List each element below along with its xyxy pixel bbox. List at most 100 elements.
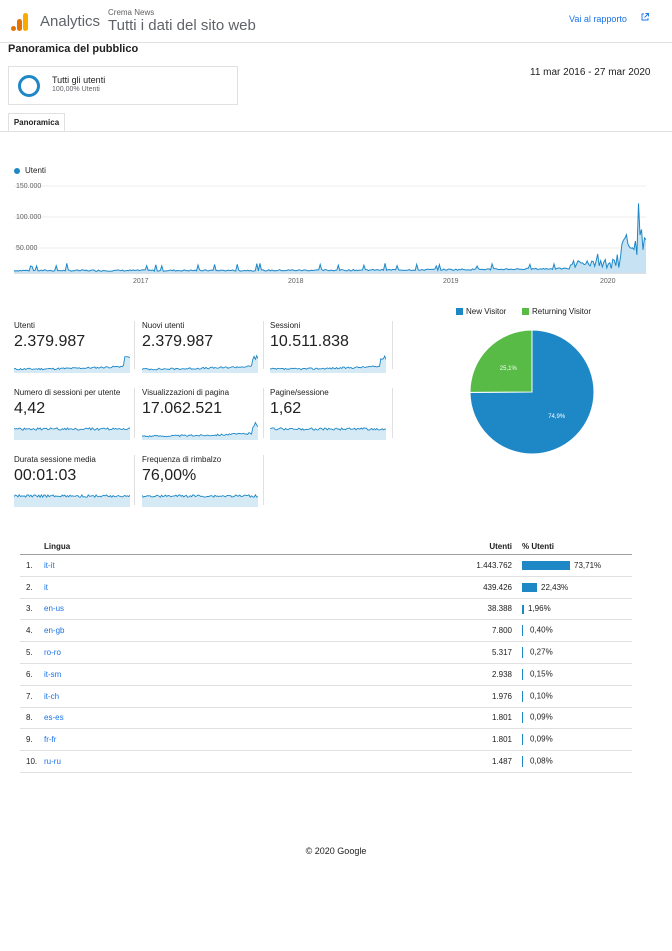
metric-pages-per-session[interactable]: Pagine/sessione 1,62 [270, 388, 388, 440]
metric-sparkline [14, 493, 130, 507]
language-link[interactable]: fr-fr [44, 735, 57, 745]
language-table: Lingua Utenti % Utenti 1. it-it 1.443.762 7… [20, 538, 632, 773]
view-title[interactable]: Tutti i dati del sito web [108, 17, 256, 34]
tab-overview[interactable]: Panoramica [8, 113, 65, 131]
metric-divider [263, 388, 264, 438]
pie-slice-new-visitor[interactable] [469, 329, 595, 455]
row-index: 3. [20, 598, 44, 621]
metric-divider [263, 321, 264, 369]
row-users: 1.976 [72, 685, 522, 708]
metric-value: 10.511.838 [270, 333, 349, 350]
row-pct: 0,09% [522, 728, 632, 752]
language-link[interactable]: it-it [44, 560, 55, 570]
language-link[interactable]: it-ch [44, 691, 60, 701]
pie-slice-returning-visitor[interactable] [469, 329, 533, 393]
legend-label-new-visitor[interactable]: New Visitor [466, 307, 507, 316]
segment-selector[interactable] [8, 66, 238, 105]
row-index: 6. [20, 663, 44, 686]
table-header-pct[interactable]: % Utenti [522, 538, 632, 555]
metric-value: 2.379.987 [14, 333, 86, 350]
go-to-report-link[interactable]: Vai al rapporto [569, 14, 627, 24]
metric-avg-session-duration[interactable]: Durata sessione media 00:01:03 [14, 455, 132, 507]
language-link[interactable]: es-es [44, 713, 64, 723]
pct-bar [522, 690, 523, 702]
language-link[interactable]: it-sm [44, 669, 62, 679]
row-pct: 0,15% [522, 663, 632, 686]
pct-value: 73,71% [574, 560, 602, 570]
metric-label: Numero di sessioni per utente [14, 388, 121, 397]
y-tick-label: 50.000 [16, 245, 38, 252]
row-users: 1.487 [72, 750, 522, 773]
pct-bar [522, 561, 570, 571]
date-range-picker[interactable]: 11 mar 2016 - 27 mar 2020 [530, 67, 651, 78]
legend-swatch-new-visitor [456, 308, 463, 315]
metric-value: 1,62 [270, 400, 302, 417]
visitor-type-pie-chart[interactable]: 74,9% 25,1% [468, 328, 596, 456]
pie-label-new-visitor: 74,9% [548, 414, 566, 420]
row-index: 4. [20, 619, 44, 643]
pct-bar [522, 582, 537, 592]
pct-value: 0,27% [530, 647, 553, 657]
pct-bar [522, 668, 523, 680]
metric-value: 2.379.987 [142, 333, 214, 350]
row-users: 5.317 [72, 641, 522, 664]
sparkline-area [142, 355, 258, 373]
pct-bar [522, 625, 523, 637]
table-header-users[interactable]: Utenti [72, 538, 522, 555]
row-pct: 73,71% [522, 554, 632, 577]
x-tick-label: 2019 [443, 278, 459, 285]
row-language: en-us [44, 598, 72, 621]
table-row: 2. it 439.426 22,43% [20, 576, 632, 599]
table-row: 7. it-ch 1.976 0,10% [20, 685, 632, 708]
pie-label-returning-visitor: 25,1% [500, 366, 518, 372]
metric-sessions[interactable]: Sessioni 10.511.838 [270, 321, 388, 373]
row-index: 10. [20, 750, 44, 773]
row-language: it-it [44, 554, 72, 577]
header-divider [0, 42, 672, 43]
row-index: 1. [20, 554, 44, 577]
x-tick-label: 2020 [600, 278, 616, 285]
metric-sparkline [14, 427, 130, 440]
row-pct: 0,09% [522, 707, 632, 730]
table-header-index [20, 538, 44, 555]
pct-value: 0,09% [530, 713, 553, 723]
users-series-line[interactable] [13, 203, 647, 273]
legend-swatch-returning-visitor [522, 308, 529, 315]
row-pct: 0,10% [522, 685, 632, 708]
language-link[interactable]: ro-ro [44, 648, 61, 658]
row-users: 1.443.762 [72, 554, 522, 577]
metric-new-users[interactable]: Nuovi utenti 2.379.987 [142, 321, 260, 373]
row-language: it-ch [44, 685, 72, 708]
metric-users[interactable]: Utenti 2.379.987 [14, 321, 132, 373]
table-header-language[interactable]: Lingua [44, 538, 72, 555]
table-row: 9. fr-fr 1.801 0,09% [20, 728, 632, 752]
page-title: Panoramica del pubblico [8, 43, 139, 55]
metric-value: 17.062.521 [142, 400, 223, 417]
x-tick-label: 2017 [133, 278, 149, 285]
row-language: it-sm [44, 663, 72, 686]
row-language: it [44, 576, 72, 599]
metric-divider [392, 388, 393, 438]
property-name: Crema News [108, 8, 155, 17]
sparkline-line [14, 493, 130, 499]
metric-sessions-per-user[interactable]: Numero di sessioni per utente 4,42 [14, 388, 132, 440]
metric-bounce-rate[interactable]: Frequenza di rimbalzo 76,00% [142, 455, 260, 507]
legend-label-returning-visitor[interactable]: Returning Visitor [532, 307, 591, 316]
users-line-chart[interactable]: 150.000 100.000 50.000 2017 2018 2019 20… [0, 176, 660, 286]
sparkline-area [270, 356, 386, 373]
external-link-icon[interactable] [641, 13, 649, 21]
pct-value: 1,96% [528, 604, 551, 614]
language-link[interactable]: ru-ru [44, 757, 61, 767]
pct-value: 0,09% [530, 734, 553, 744]
language-link[interactable]: en-gb [44, 626, 65, 636]
legend-label-utenti[interactable]: Utenti [25, 166, 46, 175]
row-pct: 22,43% [522, 576, 632, 599]
sparkline-area [14, 494, 130, 507]
sparkline-area [14, 356, 130, 373]
language-link[interactable]: en-us [44, 604, 65, 614]
language-link[interactable]: it [44, 582, 48, 592]
sparkline-area [270, 427, 386, 440]
metric-label: Frequenza di rimbalzo [142, 455, 222, 464]
row-language: es-es [44, 707, 72, 730]
metric-pageviews[interactable]: Visualizzazioni di pagina 17.062.521 [142, 388, 260, 440]
